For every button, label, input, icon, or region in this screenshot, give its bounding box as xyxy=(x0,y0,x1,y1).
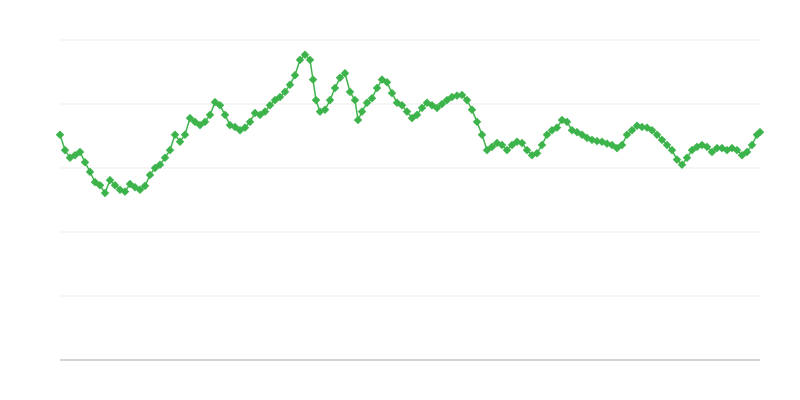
marker xyxy=(75,147,85,157)
marker xyxy=(497,140,507,150)
marker xyxy=(295,55,305,65)
marker xyxy=(311,95,321,105)
marker xyxy=(367,93,377,103)
marker xyxy=(60,145,70,155)
marker xyxy=(55,130,65,139)
line xyxy=(59,53,761,195)
marker xyxy=(105,175,115,185)
marker xyxy=(353,115,363,125)
marker xyxy=(155,160,165,170)
marker xyxy=(432,103,442,113)
marker xyxy=(280,87,290,97)
marker xyxy=(205,110,215,120)
marker xyxy=(472,117,482,127)
marker xyxy=(320,105,330,115)
marker xyxy=(412,110,422,120)
marker xyxy=(537,140,547,150)
marker xyxy=(372,83,382,93)
marker xyxy=(330,83,340,93)
marker xyxy=(437,99,447,109)
marker xyxy=(165,145,175,155)
marker xyxy=(340,69,350,78)
marker xyxy=(185,113,195,123)
marker xyxy=(200,117,210,127)
marker xyxy=(80,157,90,167)
marker xyxy=(140,181,150,191)
marker xyxy=(120,187,130,196)
marker xyxy=(305,55,315,65)
marker xyxy=(387,88,397,98)
marker xyxy=(382,77,392,87)
marker xyxy=(175,137,185,147)
marker xyxy=(335,73,345,83)
marker xyxy=(487,142,497,152)
marker xyxy=(350,95,360,105)
marker xyxy=(95,181,105,190)
marker xyxy=(325,95,335,105)
marker xyxy=(477,130,487,139)
marker xyxy=(240,123,250,132)
marker xyxy=(462,95,472,105)
marker xyxy=(452,91,462,100)
marker xyxy=(362,98,372,107)
marker xyxy=(502,145,512,155)
marker xyxy=(160,153,170,163)
marker xyxy=(285,80,295,90)
marker xyxy=(345,87,355,97)
marker xyxy=(300,50,310,59)
marker xyxy=(457,90,467,100)
marker xyxy=(260,107,270,116)
marker xyxy=(100,188,110,198)
marker xyxy=(275,92,285,102)
marker xyxy=(402,107,412,116)
marker xyxy=(85,167,95,177)
marker xyxy=(180,130,190,139)
marker xyxy=(135,185,145,195)
marker xyxy=(467,105,477,115)
marker xyxy=(145,170,155,180)
marker xyxy=(220,110,230,120)
marker xyxy=(357,107,367,116)
marker xyxy=(290,70,300,80)
marker xyxy=(397,101,407,110)
marker xyxy=(110,181,120,190)
marker xyxy=(417,103,427,113)
marker xyxy=(245,117,255,127)
marker xyxy=(170,130,180,139)
marker xyxy=(215,101,225,110)
marker xyxy=(265,101,275,110)
marker xyxy=(308,75,318,84)
